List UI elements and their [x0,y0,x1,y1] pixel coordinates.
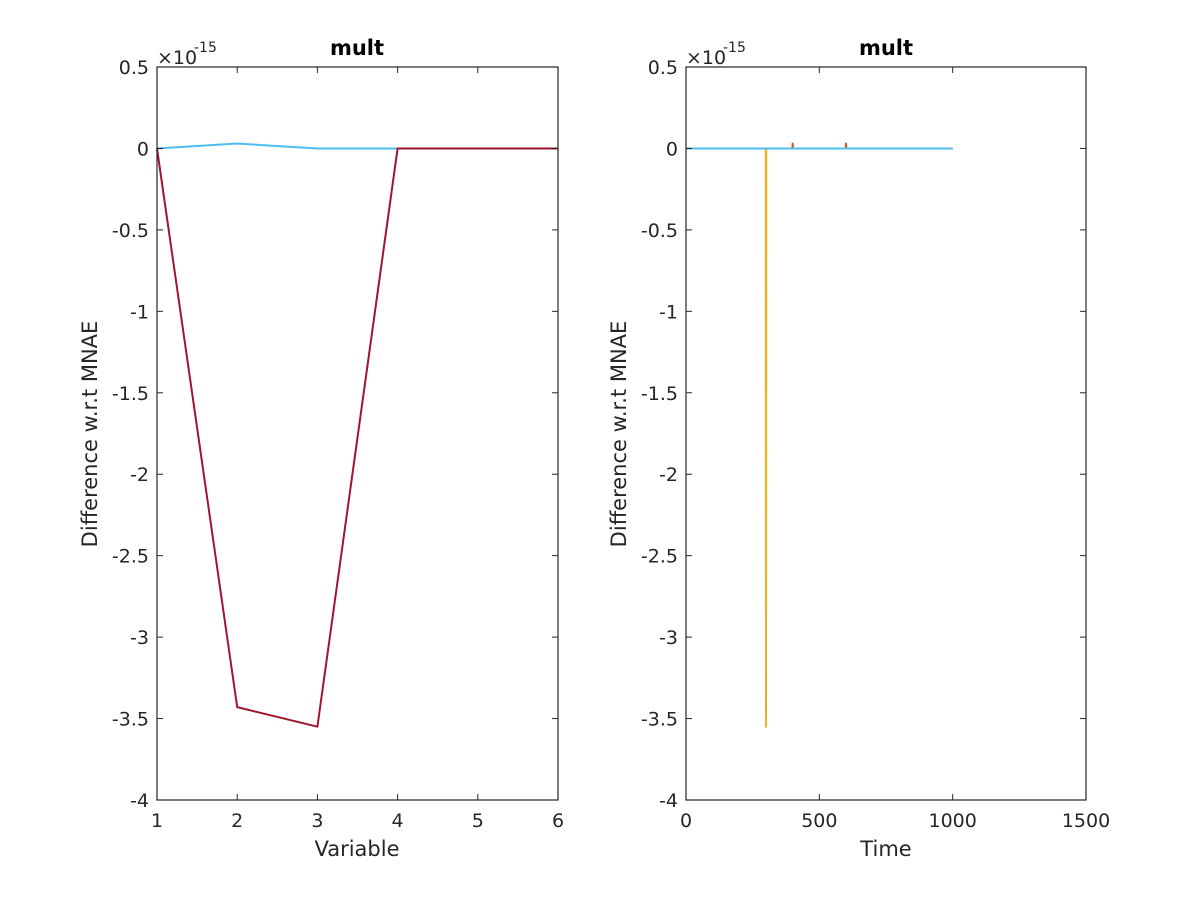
left-y-axis-label: Difference w.r.t MNAE [78,321,102,548]
left-x-tick-label: 5 [472,810,484,832]
left-series-line-1 [156,147,558,728]
right-y-tick-label: -1.5 [641,383,678,405]
right-y-tick-label: -2.5 [641,546,678,568]
left-y-tick-label: 0.5 [119,57,149,79]
right-y-tick-label: -0.5 [641,220,678,242]
right-x-tick-label: 1000 [928,810,976,832]
right-y-exponent-power: -15 [723,40,746,56]
right-y-axis-label: Difference w.r.t MNAE [607,321,631,548]
left-y-tick-label: -0.5 [112,220,149,242]
left-y-exponent-power: -15 [194,40,217,56]
left-y-tick-label: -3 [130,627,149,649]
left-x-tick-label: 1 [151,810,163,832]
left-y-tick-label: 0 [137,138,149,160]
right-y-tick-label: -3 [659,627,678,649]
left-x-tick-label: 3 [311,810,323,832]
left-y-tick-label: -2.5 [112,546,149,568]
left-y-tick-label: -1 [130,301,149,323]
right-chart-title: mult [859,36,913,60]
left-y-tick-label: -2 [130,464,149,486]
left-chart-panel: mult ×10 -15 1 2 3 4 5 6 0.5 0 -0.5 -1 -1.5 -2 -2.5 -… [78,36,564,861]
right-x-axis-label: Time [859,837,911,861]
left-y-exponent-base: ×10 [157,47,197,69]
left-x-tick-label: 6 [552,810,564,832]
left-chart-title: mult [330,36,384,60]
left-x-axis-label: Variable [314,837,399,861]
right-y-tick-label: -4 [659,790,678,812]
right-y-tick-label: -3.5 [641,709,678,731]
right-plot-area: 0 500 1000 1500 0.5 0 -0.5 -1 -1.5 -2 -2.5 -3 -3.5 -4 [641,57,1110,832]
left-y-tick-label: -1.5 [112,383,149,405]
left-plot-area: 1 2 3 4 5 6 0.5 0 -0.5 -1 -1.5 -2 -2.5 -3 -3.5 -4 [112,57,564,832]
right-y-exponent-base: ×10 [686,47,726,69]
right-x-tick-label: 0 [680,810,692,832]
right-x-tick-label: 1500 [1062,810,1110,832]
right-x-tick-label: 500 [801,810,837,832]
left-x-tick-label: 4 [392,810,404,832]
left-axes-box [156,66,559,801]
right-y-tick-label: 0.5 [648,57,678,79]
right-chart-panel: mult ×10 -15 0 500 1000 1500 0.5 0 -0.5 -1 -1.5 -… [607,36,1110,861]
right-y-tick-label: -1 [659,301,678,323]
left-y-tick-label: -4 [130,790,149,812]
right-axes-box [685,66,1087,801]
left-x-tick-label: 2 [231,810,243,832]
right-y-tick-label: -2 [659,464,678,486]
right-y-tick-label: 0 [666,138,678,160]
left-y-tick-label: -3.5 [112,709,149,731]
